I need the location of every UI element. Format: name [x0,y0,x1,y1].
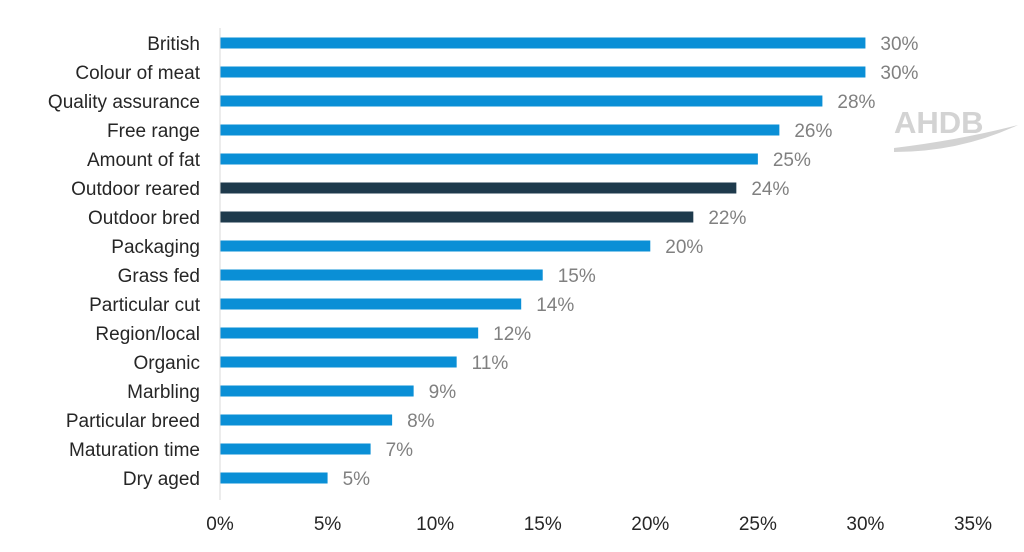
value-label-maturation-time: 7% [386,440,414,461]
value-label-grass-fed: 15% [558,266,596,287]
category-label-organic: Organic [133,353,200,374]
x-tick-0: 0% [206,514,234,535]
bar-amount-of-fat [220,153,758,165]
category-label-quality-assurance: Quality assurance [48,92,200,113]
ahdb-logo: AHDB [894,105,1018,152]
category-label-british: British [147,34,200,55]
value-label-amount-of-fat: 25% [773,150,811,171]
category-label-outdoor-reared: Outdoor reared [71,179,200,200]
category-label-outdoor-bred: Outdoor bred [88,208,200,229]
x-tick-15: 15% [524,514,562,535]
category-label-packaging: Packaging [111,237,200,258]
bar-packaging [220,240,651,252]
value-label-particular-cut: 14% [536,295,574,316]
bar-marbling [220,385,414,397]
x-tick-20: 20% [631,514,669,535]
value-label-particular-breed: 8% [407,411,435,432]
bar-outdoor-reared [220,182,737,194]
value-label-colour-of-meat: 30% [880,63,918,84]
category-label-amount-of-fat: Amount of fat [87,150,201,171]
value-label-dry-aged: 5% [343,469,371,490]
value-label-free-range: 26% [794,121,832,142]
bar-organic [220,356,457,368]
value-label-outdoor-bred: 22% [708,208,746,229]
x-tick-5: 5% [314,514,342,535]
logo-text: AHDB [894,105,984,140]
bar-particular-breed [220,414,393,426]
value-label-quality-assurance: 28% [837,92,875,113]
category-label-region-local: Region/local [95,324,200,345]
bar-free-range [220,124,780,136]
category-label-free-range: Free range [107,121,200,142]
value-label-marbling: 9% [429,382,457,403]
value-label-organic: 11% [472,353,509,374]
bar-region-local [220,327,479,339]
x-tick-25: 25% [739,514,777,535]
value-labels: 30%30%28%26%25%24%22%20%15%14%12%11%9%8%… [343,34,919,490]
category-label-grass-fed: Grass fed [118,266,200,287]
value-label-british: 30% [880,34,918,55]
bar-outdoor-bred [220,211,694,223]
category-label-particular-cut: Particular cut [89,295,201,316]
category-label-dry-aged: Dry aged [123,469,200,490]
bar-colour-of-meat [220,66,866,78]
category-label-maturation-time: Maturation time [69,440,200,461]
category-label-particular-breed: Particular breed [66,411,200,432]
bar-maturation-time [220,443,371,455]
x-tick-10: 10% [416,514,454,535]
category-labels: British Colour of meat Quality assurance Fr… [48,34,201,490]
bar-dry-aged [220,472,328,484]
logo-swoosh [894,125,1018,152]
x-tick-labels: 0% 5% 10% 15% 20% 25% 30% 35% [206,514,992,535]
bars [220,37,866,484]
bar-quality-assurance [220,95,823,107]
value-label-region-local: 12% [493,324,531,345]
category-label-marbling: Marbling [127,382,200,403]
x-tick-35: 35% [954,514,992,535]
value-label-outdoor-reared: 24% [751,179,789,200]
bar-particular-cut [220,298,522,310]
bar-british [220,37,866,49]
x-tick-30: 30% [846,514,884,535]
category-label-colour-of-meat: Colour of meat [75,63,200,84]
bar-grass-fed [220,269,543,281]
value-label-packaging: 20% [665,237,703,258]
